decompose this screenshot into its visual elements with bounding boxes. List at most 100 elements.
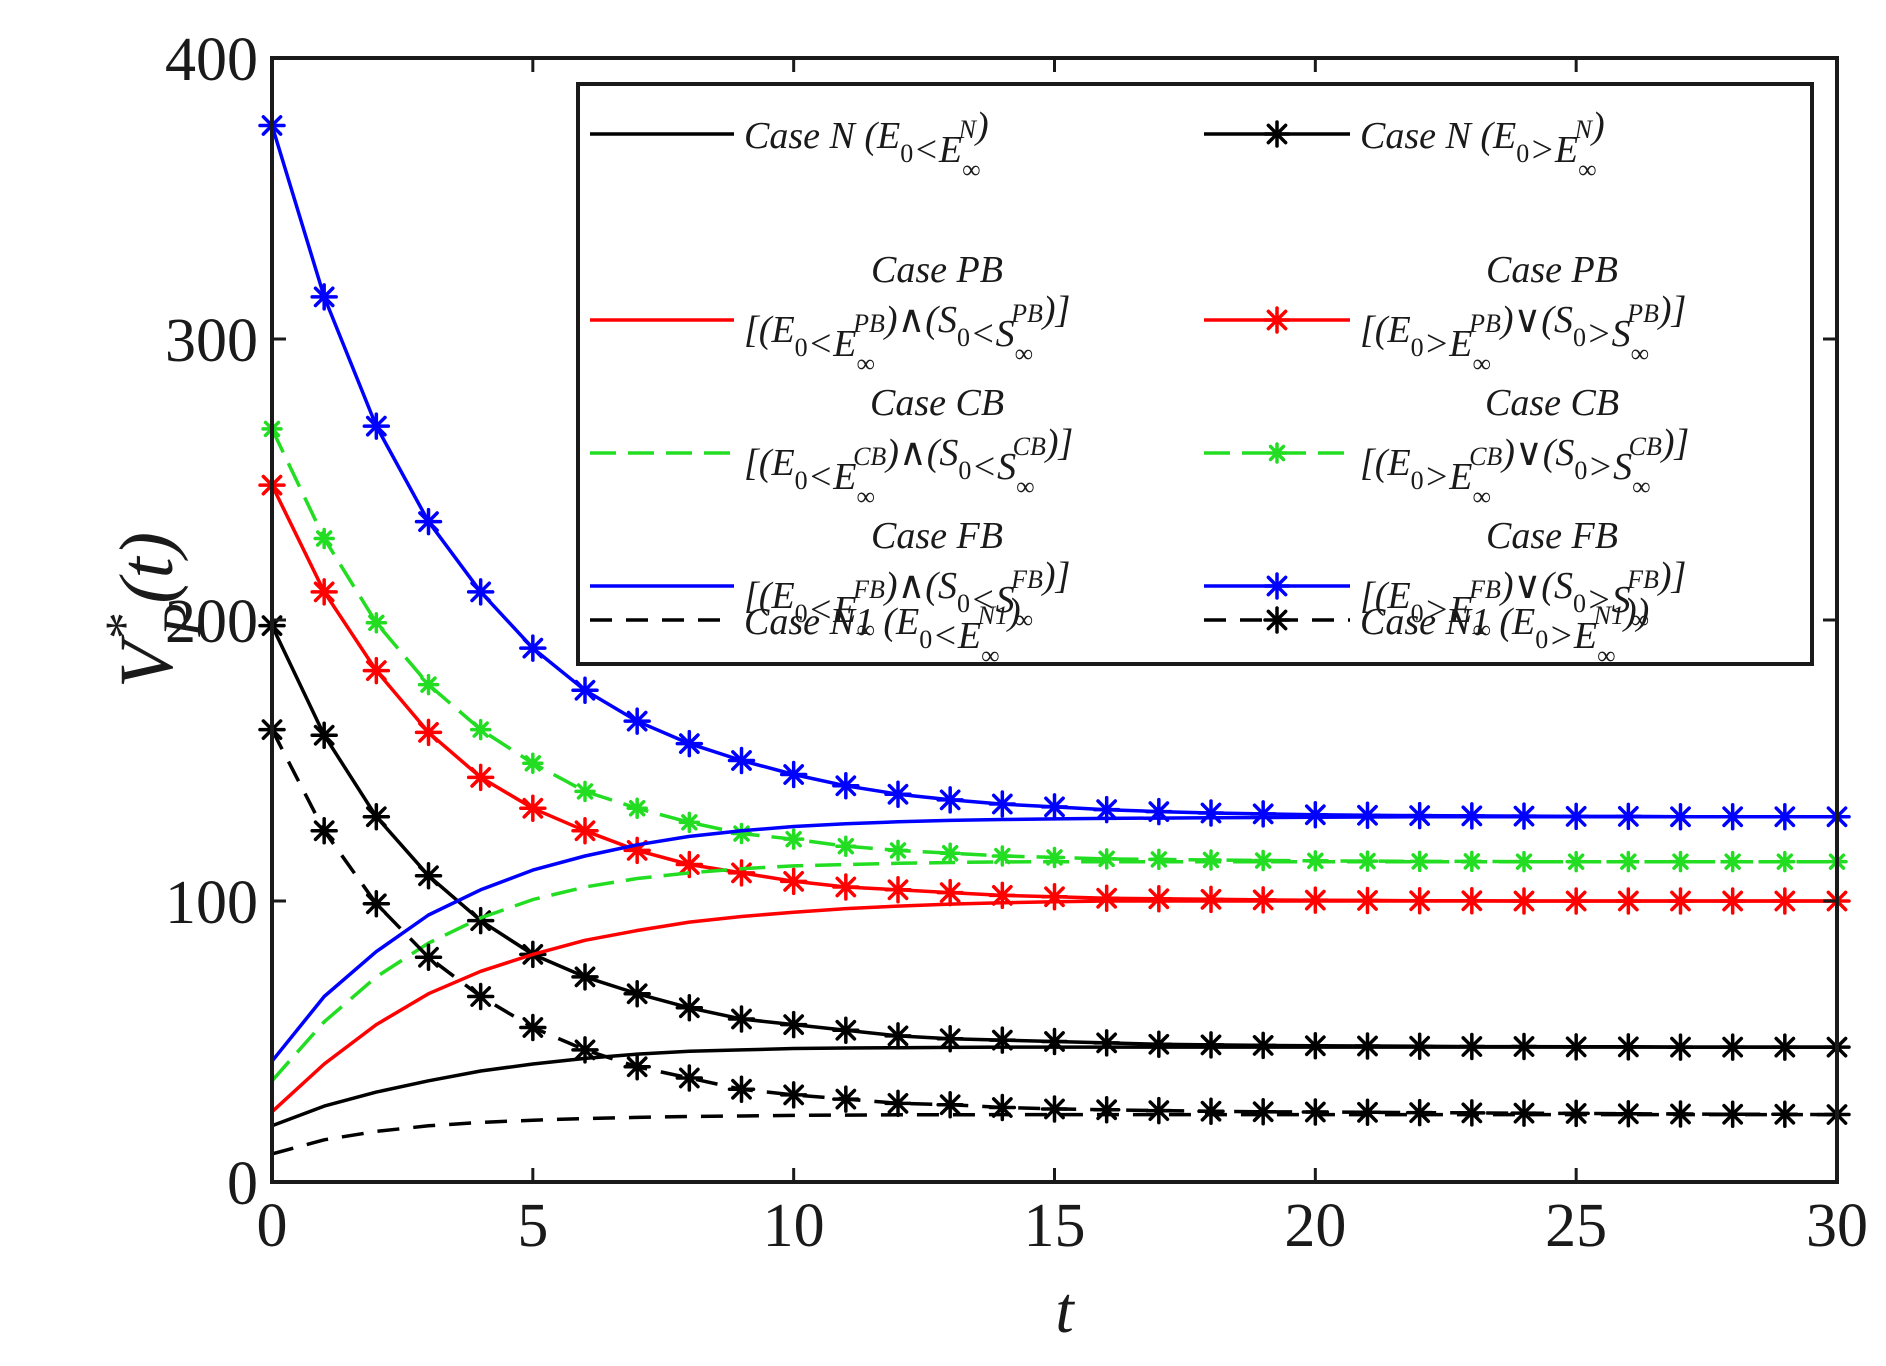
data-point: [884, 1022, 912, 1050]
legend-entry-case-n-less: Case N (E0<E∞N): [590, 105, 989, 184]
x-tick-label: 10: [763, 1192, 825, 1260]
data-point: [1353, 886, 1382, 915]
data-point: [1666, 1033, 1695, 1061]
data-point: [832, 1016, 860, 1045]
data-point: [779, 1081, 808, 1109]
legend-sample-marker: [1263, 306, 1291, 334]
data-point: [623, 707, 651, 735]
data-point: [310, 817, 338, 845]
data-point: [1249, 800, 1277, 828]
y-tick-label: 0: [227, 1150, 258, 1218]
data-point: [466, 578, 495, 606]
legend-label-line: [(E0>E∞PB)∨(S0>S∞PB)]: [1360, 289, 1686, 378]
data-point: [939, 842, 961, 864]
data-point: [1249, 1031, 1277, 1060]
data-point: [884, 876, 912, 904]
data-point: [1562, 1099, 1590, 1128]
data-point: [1304, 850, 1327, 872]
data-point: [1666, 802, 1695, 831]
data-point: [936, 878, 964, 907]
data-point: [936, 786, 964, 814]
data-point: [1252, 849, 1274, 872]
data-point: [1301, 886, 1330, 914]
data-point: [1145, 1096, 1173, 1125]
data-point: [727, 746, 756, 775]
data-point: [991, 845, 1014, 867]
data-point: [362, 890, 391, 918]
data-point: [1145, 797, 1173, 826]
data-point: [1565, 850, 1587, 873]
data-point: [1200, 849, 1222, 871]
data-point: [988, 790, 1017, 818]
data-point: [1095, 848, 1118, 870]
data-point: [519, 1013, 547, 1042]
data-point: [1040, 883, 1069, 911]
data-point: [1614, 1099, 1643, 1128]
data-point: [779, 867, 808, 896]
data-point: [1353, 1032, 1382, 1060]
legend-sample-marker: [1266, 442, 1288, 464]
y-label-sub: P: [152, 604, 212, 638]
data-point: [1148, 848, 1170, 871]
data-point: [1562, 1033, 1590, 1061]
y-tick-label: 200: [165, 588, 258, 656]
series-case-pb-greater: [258, 471, 1851, 915]
legend-entry-case-n1-less: Case N1 (E0<E∞N1): [590, 591, 1021, 670]
data-point: [1197, 1097, 1225, 1125]
legend-entry-case-fb-less: Case FB[(E0<E∞FB)∧(S0<S∞FB)]: [590, 515, 1070, 644]
y-tick-label: 300: [165, 307, 258, 375]
data-point: [678, 811, 701, 834]
legend-label-line: Case N1 (E0>E∞N1)): [1360, 591, 1649, 670]
data-point: [571, 817, 599, 845]
data-point: [1718, 1033, 1747, 1061]
legend-label-title: Case PB: [871, 249, 1003, 291]
data-point: [1043, 846, 1066, 869]
y-label-sup: *: [94, 615, 154, 642]
data-point: [727, 859, 756, 887]
series-case-cb-greater: [261, 418, 1848, 873]
x-tick-label: 25: [1545, 1192, 1607, 1260]
series-layer: [258, 111, 1851, 1156]
data-point: [571, 1036, 599, 1064]
data-point: [1301, 800, 1330, 829]
data-point: [936, 1090, 964, 1119]
data-point: [1301, 1031, 1330, 1060]
legend-label-title: Case PB: [1486, 249, 1618, 291]
data-point: [1405, 1032, 1434, 1061]
x-tick-label: 15: [1024, 1192, 1086, 1260]
data-point: [835, 835, 857, 857]
data-point: [1718, 887, 1747, 915]
legend-label-line: Case N (E0<E∞N): [744, 105, 989, 184]
data-point: [1092, 795, 1121, 824]
legend-entry-case-pb-greater: Case PB[(E0>E∞PB)∨(S0>S∞PB)]: [1204, 249, 1686, 378]
legend-sample-marker: [1263, 606, 1291, 634]
data-point: [623, 979, 651, 1008]
data-point: [1408, 850, 1431, 873]
legend-entry-case-pb-less: Case PB[(E0<E∞PB)∧(S0<S∞PB)]: [590, 249, 1070, 378]
data-point: [1458, 802, 1486, 830]
data-point: [1771, 887, 1799, 915]
data-point: [1092, 884, 1121, 912]
legend-sample-marker: [1263, 572, 1291, 600]
data-point: [779, 760, 808, 789]
data-point: [1614, 802, 1643, 831]
x-axis-label: t: [1055, 1274, 1075, 1347]
legend-label-line: [(E0<E∞PB)∧(S0<S∞PB)]: [744, 289, 1070, 378]
legend: Case N (E0<E∞N) Case N (E0>E∞N)Case PB[(E…: [576, 82, 1814, 670]
legend-label-line: [(E0>E∞FB)∨(S0>S∞FB)]: [1360, 555, 1686, 644]
data-point: [1405, 1098, 1434, 1127]
data-point: [469, 718, 492, 741]
x-tick-label: 30: [1806, 1192, 1868, 1260]
series-case-fb-greater: [258, 111, 1851, 831]
data-point: [1356, 850, 1379, 872]
data-point: [1669, 850, 1692, 873]
data-point: [1353, 1098, 1382, 1127]
data-point: [623, 1053, 651, 1081]
legend-label-title: Case CB: [1485, 382, 1619, 424]
data-point: [1092, 1029, 1121, 1057]
data-point: [936, 1024, 964, 1053]
data-point: [1666, 1100, 1695, 1128]
data-point: [1614, 887, 1643, 915]
data-point: [1718, 1100, 1747, 1129]
y-label-main: V: [105, 634, 189, 688]
